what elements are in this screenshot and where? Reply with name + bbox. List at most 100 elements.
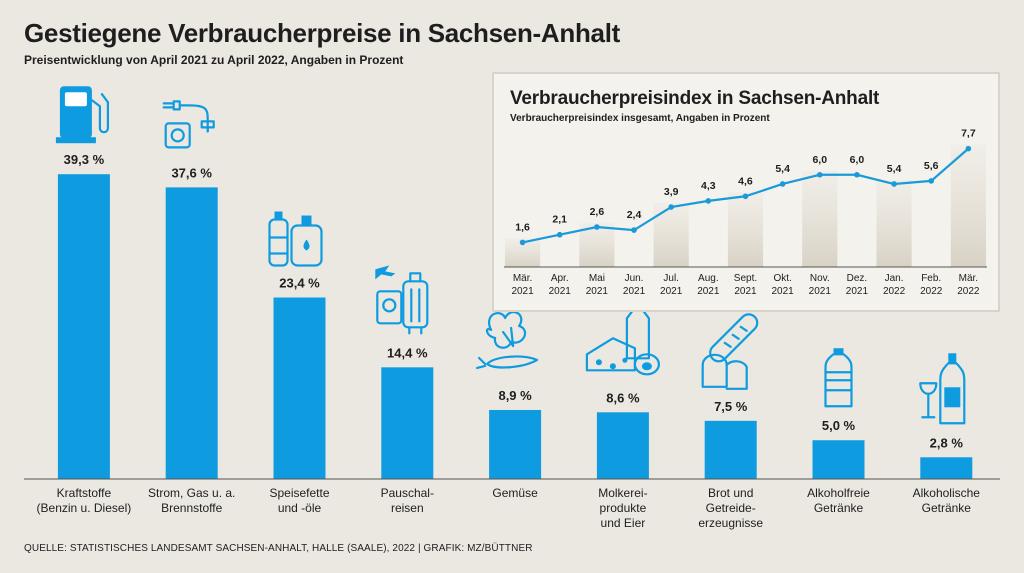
cpi-point: [705, 198, 712, 204]
month-tick-label: Sept.: [734, 273, 757, 284]
month-tick-label: Mär.: [513, 273, 532, 284]
inset-subtitle: Verbraucherpreisindex insgesamt, Angaben…: [510, 113, 770, 124]
cpi-value-label: 2,1: [552, 214, 567, 226]
bar: [920, 457, 973, 479]
category-label: Pauschal-: [381, 486, 434, 500]
category-label: (Benzin u. Diesel): [37, 501, 132, 515]
category-label: Kraftstoffe: [57, 486, 112, 500]
month-tick-label: Dez.: [847, 273, 868, 284]
month-tick-label: Jun.: [625, 273, 644, 284]
month-tick-label: Nov.: [810, 273, 830, 284]
category-label: reisen: [391, 501, 424, 515]
month-tick-label: Jul.: [663, 273, 679, 284]
category-label: und Eier: [601, 516, 646, 530]
cpi-point: [519, 239, 526, 246]
month-tick-label: 2021: [772, 286, 795, 297]
inset-title: Verbraucherpreisindex in Sachsen-Anhalt: [510, 88, 880, 109]
chart-title: Gestiegene Verbraucherpreise in Sachsen-…: [24, 18, 620, 48]
bar-value-label: 7,5 %: [714, 399, 748, 414]
month-tick-label: Feb.: [921, 273, 941, 284]
month-tick-label: 2021: [511, 286, 534, 297]
chart-subtitle: Preisentwicklung von April 2021 zu April…: [24, 53, 404, 67]
month-tick-label: Apr.: [551, 273, 569, 284]
month-column: [727, 192, 764, 267]
category-label: Getreide-: [706, 501, 756, 515]
month-tick-label: 2021: [586, 286, 609, 297]
bar: [489, 409, 542, 479]
category-label: Strom, Gas u. a.: [148, 486, 235, 500]
month-tick-label: 2021: [660, 286, 683, 297]
water-bottle-icon: [824, 348, 853, 408]
cpi-value-label: 5,4: [887, 163, 902, 175]
month-tick-label: 2021: [809, 286, 832, 297]
inset-panel: 1,6 Mär. 2021 2,1 Apr. 2021 2,6 Mai 2021 2,4 Jun. 2…: [492, 72, 1000, 312]
month-tick-label: 2022: [920, 286, 943, 297]
bars-layer: [57, 174, 973, 479]
cpi-point: [742, 193, 749, 200]
bar-value-label: 8,9 %: [498, 388, 532, 403]
cpi-point: [891, 181, 897, 187]
cpi-point: [594, 224, 600, 230]
cpi-point: [928, 178, 935, 184]
bar: [273, 297, 326, 479]
bar-value-label: 14,4 %: [387, 345, 428, 360]
month-tick-label: 2021: [697, 286, 720, 297]
cpi-value-label: 2,6: [590, 206, 605, 218]
bar: [165, 187, 218, 479]
month-tick-label: 2021: [734, 286, 757, 297]
source-note: QUELLE: STATISTISCHES LANDESAMT SACHSEN-…: [24, 543, 533, 554]
oil-bottles-icon: [268, 211, 323, 267]
power-plug-icon: [162, 100, 215, 149]
bar: [812, 440, 865, 479]
labels-layer: 39,3 % Kraftstoffe(Benzin u. Diesel) 37,6 …: [37, 152, 981, 530]
month-tick-label: 2021: [846, 286, 869, 297]
category-label: Alkoholische: [913, 486, 981, 500]
cpi-value-label: 5,6: [924, 160, 939, 172]
wine-icon: [919, 353, 966, 425]
bar: [57, 174, 110, 479]
bar-value-label: 39,3 %: [64, 152, 105, 167]
cpi-point: [854, 171, 860, 178]
month-column: [802, 170, 838, 267]
cpi-point: [965, 145, 972, 152]
bar-value-label: 2,8 %: [930, 435, 964, 450]
cpi-value-label: 7,7: [961, 128, 976, 140]
cpi-value-label: 1,6: [515, 221, 530, 233]
bar: [596, 412, 649, 479]
fuel-pump-icon: [55, 86, 109, 144]
cpi-value-label: 6,0: [850, 154, 865, 166]
cpi-value-label: 3,9: [664, 186, 679, 198]
category-label: Brot und: [708, 486, 753, 500]
travel-icon: [375, 265, 429, 335]
month-column: [950, 144, 986, 267]
bar-value-label: 8,6 %: [606, 390, 640, 405]
month-tick-label: Okt.: [773, 273, 791, 284]
cpi-value-label: 6,0: [812, 154, 827, 166]
month-tick-label: Mär.: [959, 273, 978, 284]
bread-icon: [701, 313, 759, 390]
month-tick-label: Jan.: [885, 273, 904, 284]
inset-line-chart: 1,6 Mär. 2021 2,1 Apr. 2021 2,6 Mai 2021 2,4 Jun. 2…: [504, 128, 987, 297]
bar-value-label: 5,0 %: [822, 418, 856, 433]
bar-value-label: 37,6 %: [171, 165, 212, 180]
month-tick-label: Aug.: [698, 273, 719, 284]
category-label: Molkerei-: [598, 486, 647, 500]
month-tick-label: 2022: [883, 286, 906, 297]
cpi-value-label: 2,4: [627, 209, 642, 221]
category-label: Getränke: [922, 501, 972, 515]
vegetables-icon: [476, 310, 539, 370]
month-tick-label: 2021: [549, 286, 572, 297]
cpi-value-label: 4,6: [738, 175, 753, 187]
month-column: [653, 203, 689, 267]
category-label: Gemüse: [492, 486, 538, 500]
cpi-point: [556, 231, 563, 238]
category-label: Brennstoffe: [161, 501, 222, 515]
bar: [704, 420, 757, 479]
category-label: produkte: [600, 501, 647, 515]
cpi-value-label: 4,3: [701, 180, 716, 192]
category-label: Speisefette: [269, 486, 329, 500]
cpi-point: [779, 181, 786, 187]
category-label: erzeugnisse: [698, 516, 763, 530]
cpi-point: [816, 171, 823, 178]
